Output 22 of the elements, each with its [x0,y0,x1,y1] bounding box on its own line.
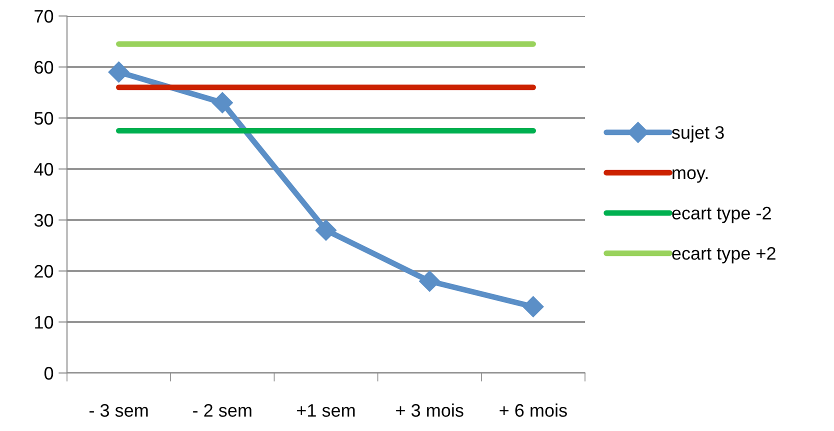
legend-label: ecart type -2 [672,206,771,224]
point [108,62,130,83]
point [212,92,233,114]
y-tick-label: 40 [34,162,54,176]
x-tick-label: + 6 mois [500,404,567,417]
x-tick-label: - 3 sem [90,404,148,417]
legend-label: ecart type +2 [672,247,776,264]
y-tick-label: 60 [34,60,54,74]
y-tick-label: 30 [34,214,54,227]
y-tick-label: 20 [34,264,54,278]
legend-label: moy. [672,169,708,183]
y-tick-label: 50 [34,112,54,125]
point [522,296,544,318]
point [419,270,440,292]
x-tick-label: - 2 sem [193,404,252,417]
legend-label: sujet 3 [672,126,724,142]
point [315,220,337,241]
y-tick-label: 70 [34,10,54,23]
x-tick-label: + 3 mois [396,404,464,417]
x-tick-label: +1 sem [297,404,355,417]
y-tick-label: 10 [35,316,54,329]
y-tick-label: 0 [44,366,54,380]
